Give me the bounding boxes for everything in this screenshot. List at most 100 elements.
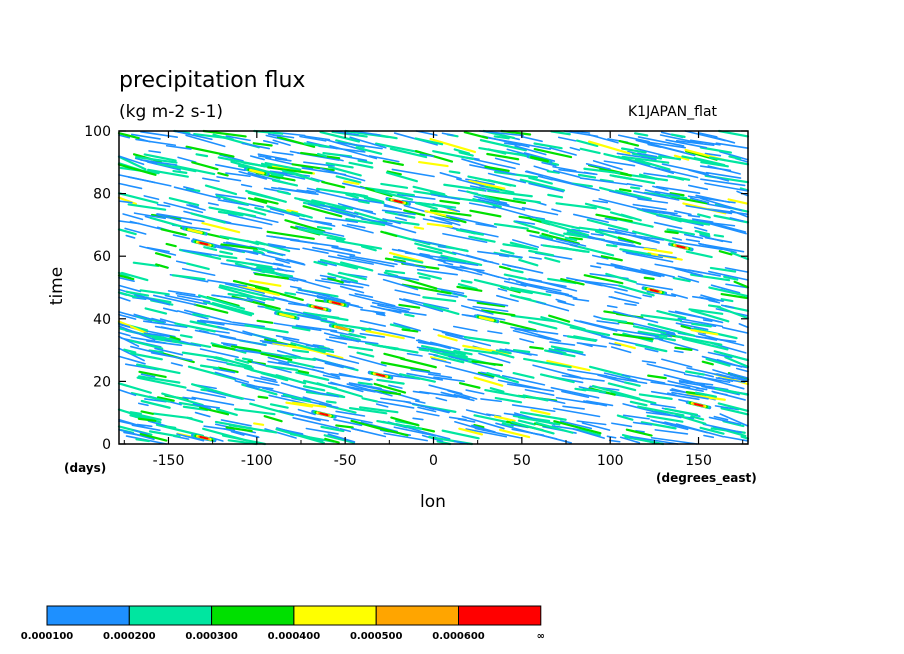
precip-streak [463, 131, 489, 140]
precip-streak [326, 354, 360, 365]
precip-streak [498, 265, 512, 271]
precip-streak [274, 157, 292, 162]
precip-streak [495, 422, 538, 436]
precip-streak [535, 279, 578, 292]
precip-streak [530, 409, 551, 416]
precip-streak [487, 189, 533, 198]
precip-streak [307, 227, 324, 234]
precip-streak [519, 178, 566, 192]
precip-streak [561, 390, 590, 399]
precip-streak [452, 325, 478, 332]
precip-streak [250, 368, 288, 380]
precip-streak [643, 276, 655, 280]
precip-streak [244, 324, 289, 334]
precip-streak [295, 291, 335, 301]
precip-streak [484, 165, 510, 172]
precip-streak [729, 372, 749, 379]
precip-streak [391, 248, 408, 253]
precip-feature [199, 435, 209, 440]
precip-streak [382, 218, 401, 225]
precip-streak [700, 161, 729, 168]
precip-streak [150, 352, 193, 362]
precip-streak [622, 250, 664, 259]
precip-streak [506, 140, 552, 150]
precip-streak [219, 284, 266, 297]
precip-streak [284, 291, 297, 296]
precip-streak [217, 199, 249, 206]
precip-streak [315, 190, 364, 203]
x-tick-label: -100 [241, 453, 273, 469]
precip-streak [182, 405, 209, 412]
precip-streak [550, 130, 571, 136]
precip-streak [416, 346, 456, 355]
precip-streak [654, 429, 689, 435]
precip-streak [468, 179, 506, 190]
precip-streak [699, 220, 747, 235]
y-tick-label: 80 [93, 187, 111, 203]
precip-streak [519, 411, 567, 421]
precip-streak [579, 342, 593, 348]
precip-streak [707, 304, 722, 309]
precip-streak [225, 426, 253, 433]
precip-streak [537, 175, 553, 181]
precip-streak [339, 261, 374, 272]
precip-streak [305, 344, 317, 348]
precip-streak [263, 415, 283, 423]
precip-streak [650, 390, 700, 401]
precip-streak [339, 285, 365, 294]
precip-streak [740, 435, 750, 440]
precip-streak [667, 380, 700, 389]
precip-streak [456, 178, 485, 188]
precip-streak [414, 400, 426, 404]
precip-streak [152, 412, 193, 420]
y-axis-label: time [47, 266, 68, 306]
precip-streak [129, 414, 141, 419]
precip-streak [167, 290, 196, 296]
precip-streak [605, 243, 618, 248]
precip-streak [319, 204, 359, 216]
precip-streak [667, 174, 691, 181]
precip-streak [729, 217, 744, 222]
precip-streak [412, 185, 446, 196]
precip-streak [583, 167, 621, 175]
precip-feature [478, 315, 495, 322]
precip-streak [345, 193, 359, 199]
precip-streak [327, 433, 356, 443]
precip-streak [514, 328, 529, 332]
precip-streak [317, 347, 334, 351]
precip-streak [138, 370, 167, 379]
precip-streak [458, 427, 484, 436]
precip-streak [533, 142, 563, 150]
precip-streak [219, 250, 234, 255]
precip-streak [675, 414, 707, 425]
precip-streak [140, 410, 154, 415]
precip-streak [441, 331, 464, 338]
precip-streak [703, 434, 715, 439]
precip-streak [569, 326, 611, 337]
precip-streak [714, 405, 740, 411]
precip-streak [618, 139, 640, 147]
precip-streak [445, 214, 495, 227]
precip-streak [675, 241, 723, 251]
precip-streak [238, 284, 280, 297]
precip-feature [530, 155, 549, 163]
precip-streak [232, 279, 270, 291]
precip-streak [688, 169, 730, 182]
precip-streak [528, 320, 558, 330]
precip-streak [535, 421, 574, 434]
precip-streak [294, 197, 325, 206]
precip-streak [412, 238, 447, 247]
precip-streak [342, 182, 366, 190]
precip-streak [401, 283, 452, 295]
precip-streak [139, 138, 151, 143]
precip-streak [383, 370, 403, 377]
precip-streak [461, 304, 494, 315]
precip-streak [321, 180, 346, 189]
precip-streak [118, 174, 156, 184]
precip-streak [261, 294, 311, 307]
precip-streak [603, 152, 646, 165]
precip-streak [143, 195, 160, 201]
precip-streak [217, 210, 244, 217]
precip-streak [433, 376, 465, 383]
